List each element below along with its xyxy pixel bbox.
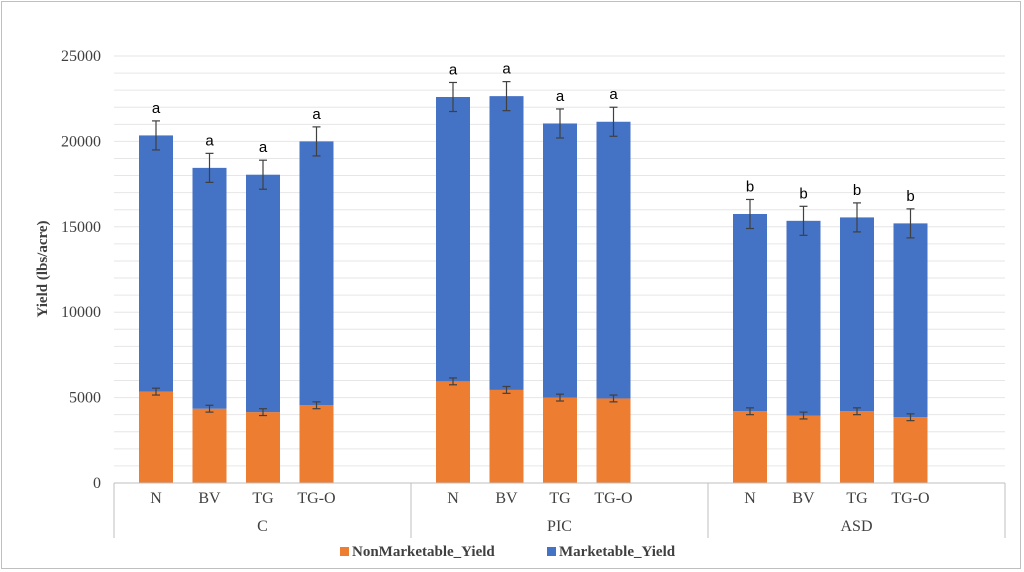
y-tick-label: 0 [93,475,101,492]
bar-marketable [840,217,874,412]
bar-marketable [246,174,280,413]
bar-nonmarketable [596,398,631,483]
y-tick-label: 15000 [61,219,101,236]
legend-swatch [547,547,556,556]
bar-nonmarketable [543,397,577,483]
significance-label: a [205,132,214,149]
bar-nonmarketable [139,391,173,483]
y-tick-label: 25000 [61,48,101,65]
x-category-label: N [447,490,459,507]
x-category-label: BV [792,490,815,507]
bar-nonmarketable [246,412,280,483]
bar-marketable [192,167,227,409]
bars: a a a a a a a a b b b b [139,61,928,483]
y-axis: 0 5000 10000 15000 20000 25000 [61,48,101,492]
legend: NonMarketable_Yield Marketable_Yield [340,544,676,560]
y-axis-label: Yield (lbs/acre) [35,220,51,317]
x-category-label: TG-O [891,490,929,507]
y-tick-label: 10000 [61,304,101,321]
x-group-label: ASD [840,518,872,535]
x-category-label: TG [846,490,868,507]
x-group-label: PIC [547,518,572,535]
bar-marketable [596,121,631,399]
significance-label: b [906,188,914,205]
bar-nonmarketable [489,389,524,483]
bar-marketable [786,220,821,416]
significance-label: b [746,178,754,195]
x-category-label: TG [549,490,571,507]
significance-label: a [449,61,458,78]
significance-label: b [799,185,807,202]
y-tick-label: 20000 [61,133,101,150]
significance-label: a [556,88,565,105]
x-category-label: TG-O [594,490,632,507]
x-category-label: TG [252,490,274,507]
bar-nonmarketable [436,381,470,483]
significance-label: a [502,61,511,78]
bar-nonmarketable [192,408,227,483]
x-category-label: BV [198,490,221,507]
bar-marketable [893,223,928,418]
bar-marketable [299,141,334,406]
bar-marketable [139,135,173,392]
x-category-label: N [744,490,756,507]
significance-label: b [853,182,861,199]
bar-nonmarketable [299,405,334,483]
x-group-label: C [257,518,268,535]
bar-marketable [543,123,577,398]
bar-marketable [733,213,767,412]
y-tick-label: 5000 [69,390,101,407]
significance-label: a [259,139,268,156]
bar-nonmarketable [786,415,821,483]
bar-marketable [436,96,470,382]
bar-nonmarketable [733,411,767,483]
legend-label: NonMarketable_Yield [352,544,495,560]
bar-nonmarketable [893,417,928,483]
bar-nonmarketable [840,411,874,483]
significance-label: a [609,86,618,103]
x-category-label: BV [495,490,518,507]
bar-marketable [489,96,524,390]
significance-label: a [152,100,161,117]
x-axis: N BV TG TG-O C N BV TG TG-O PIC N BV TG TG-O ASD [113,482,1006,538]
x-category-label: N [150,490,162,507]
x-category-label: TG-O [297,490,335,507]
legend-label: Marketable_Yield [559,544,676,560]
significance-label: a [312,106,321,123]
legend-swatch [340,547,349,556]
